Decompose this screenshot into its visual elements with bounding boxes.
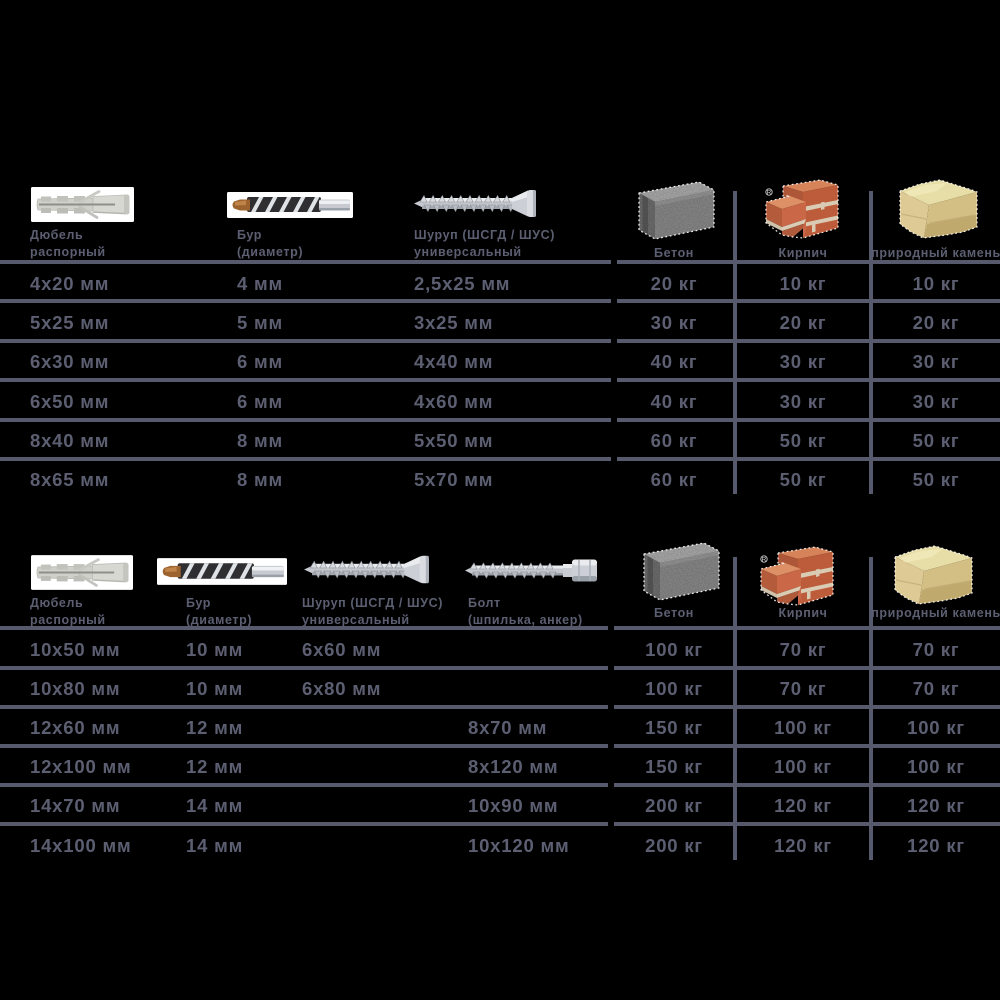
svg-text:R: R <box>762 556 767 563</box>
svg-text:R: R <box>767 189 772 196</box>
